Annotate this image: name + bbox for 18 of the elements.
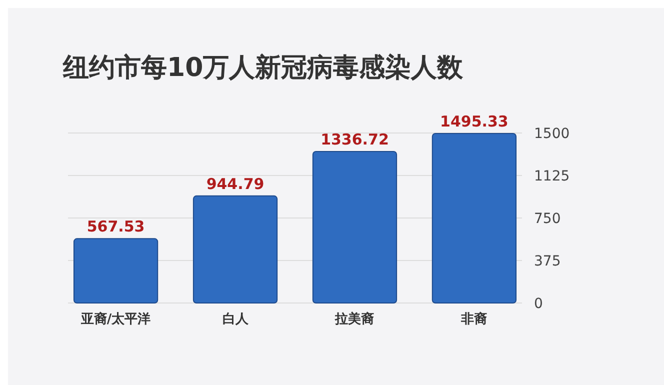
y-tick-label: 1125 (534, 168, 570, 184)
x-tick-label: 拉美裔 (334, 311, 374, 327)
bar (192, 195, 278, 304)
bar (312, 151, 398, 304)
data-label: 567.53 (86, 218, 145, 236)
y-tick-label: 0 (534, 296, 543, 312)
data-label: 944.79 (206, 174, 264, 193)
x-tick-label: 亚裔/太平洋 (80, 311, 151, 327)
y-tick-label: 1500 (534, 126, 570, 142)
data-label: 1495.33 (440, 112, 508, 131)
y-tick-label: 375 (534, 253, 561, 270)
bar (73, 238, 158, 304)
bar (432, 133, 517, 304)
y-tick-label: 750 (534, 210, 561, 227)
data-label: 1336.72 (320, 130, 389, 149)
x-tick-label: 白人 (222, 312, 250, 327)
chart-title: 纽约市每10万人新冠病毒感染人数 (62, 53, 464, 83)
x-tick-label: 非裔 (460, 311, 488, 327)
